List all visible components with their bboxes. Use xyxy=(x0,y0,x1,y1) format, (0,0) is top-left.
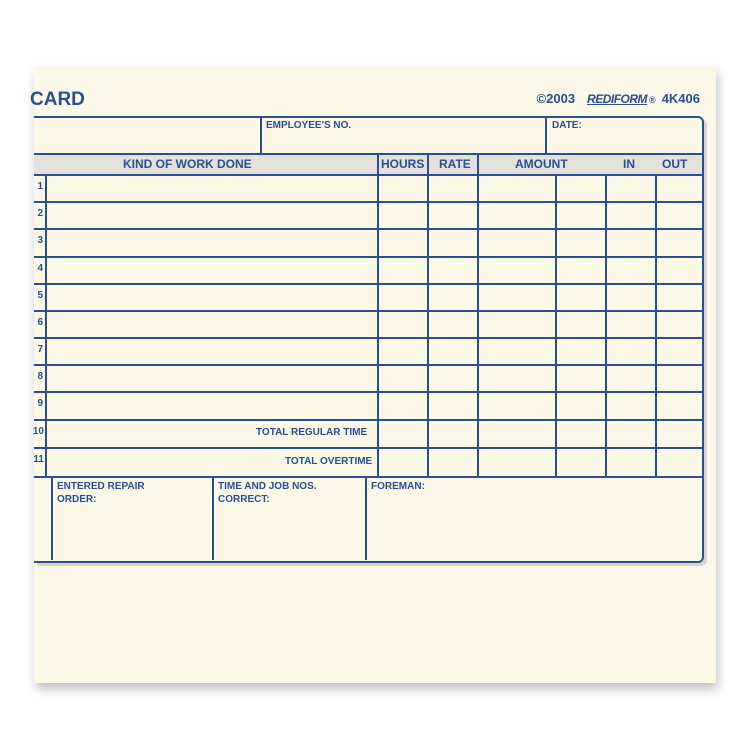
column-line xyxy=(477,153,479,477)
row-line xyxy=(34,283,703,285)
row-line xyxy=(34,256,703,258)
column-line xyxy=(377,153,379,477)
header-right: ©2003 REDIFORM ® 4K406 xyxy=(537,91,700,106)
column-line xyxy=(655,174,657,477)
total-overtime-label: TOTAL OVERTIME xyxy=(285,456,373,467)
rediform-logo: REDIFORM xyxy=(587,92,648,106)
row-number: 11 xyxy=(33,454,44,465)
row-number: 9 xyxy=(37,398,43,409)
registered-mark: ® xyxy=(649,95,656,105)
form-grid xyxy=(34,116,704,563)
row-number: 6 xyxy=(37,317,43,328)
col-rate: RATE xyxy=(439,157,471,171)
row-number: 10 xyxy=(32,426,44,437)
column-line xyxy=(51,476,53,560)
row-number: 5 xyxy=(37,290,43,301)
form-title: CARD xyxy=(30,89,85,110)
order-label: ORDER: xyxy=(57,494,97,505)
row-line xyxy=(34,476,703,478)
time-job-label: TIME AND JOB NOS. xyxy=(218,481,317,492)
total-regular-time-label: TOTAL REGULAR TIME xyxy=(256,427,368,438)
row-number: 1 xyxy=(37,181,43,192)
divider xyxy=(545,116,547,154)
row-number: 4 xyxy=(37,263,43,274)
col-in: IN xyxy=(623,157,635,171)
divider xyxy=(34,153,703,155)
column-line xyxy=(45,174,47,477)
row-number: 2 xyxy=(37,208,43,219)
col-hours: HOURS xyxy=(381,157,425,171)
col-amount: AMOUNT xyxy=(515,157,568,171)
row-line xyxy=(34,310,703,312)
row-line xyxy=(34,447,703,449)
col-kind-of-work: KIND OF WORK DONE xyxy=(123,157,252,171)
row-number: 3 xyxy=(37,235,43,246)
row-line xyxy=(34,391,703,393)
row-line xyxy=(34,201,703,203)
correct-label: CORRECT: xyxy=(218,494,270,505)
row-line xyxy=(34,419,703,421)
column-line xyxy=(365,476,367,560)
copyright: ©2003 xyxy=(536,91,576,106)
row-line xyxy=(34,228,703,230)
form-number: 4K406 xyxy=(661,91,700,106)
column-line xyxy=(212,476,214,560)
column-header-band xyxy=(34,154,703,174)
entered-repair-label: ENTERED REPAIR xyxy=(57,481,145,492)
row-number: 7 xyxy=(37,344,43,355)
divider xyxy=(260,116,262,154)
employee-no-label: EMPLOYEE'S NO. xyxy=(266,120,352,131)
row-number: 8 xyxy=(37,371,43,382)
column-line xyxy=(427,153,429,477)
col-out: OUT xyxy=(662,157,688,171)
column-line xyxy=(555,174,557,477)
row-line xyxy=(34,337,703,339)
date-label: DATE: xyxy=(552,120,582,131)
row-line xyxy=(34,364,703,366)
row-line xyxy=(34,174,703,176)
column-line xyxy=(605,174,607,477)
foreman-label: FOREMAN: xyxy=(371,481,425,492)
